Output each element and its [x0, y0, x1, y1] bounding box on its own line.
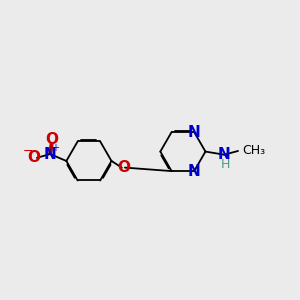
Text: N: N: [218, 147, 231, 162]
Text: O: O: [45, 131, 58, 146]
Text: CH₃: CH₃: [242, 144, 266, 158]
Text: N: N: [188, 164, 200, 178]
Text: O: O: [117, 160, 130, 175]
Text: N: N: [188, 124, 200, 140]
Text: N: N: [44, 147, 56, 162]
Text: +: +: [51, 143, 59, 153]
Text: H: H: [220, 158, 230, 171]
Text: −: −: [22, 145, 33, 158]
Text: O: O: [27, 150, 40, 165]
